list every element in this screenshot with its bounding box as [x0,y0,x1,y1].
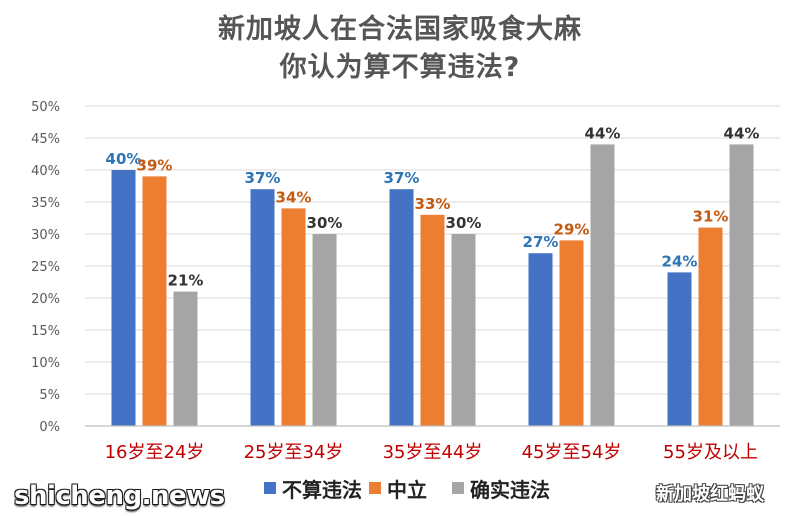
data-label-not-illegal: 37% [245,169,281,187]
data-label-neutral: 34% [276,188,312,206]
legend-label-neutral: 中立 [387,477,427,502]
bar-illegal [173,291,198,426]
x-category-label: 16岁至24岁 [105,442,205,463]
data-label-neutral: 29% [554,220,590,238]
data-label-not-illegal: 40% [106,150,142,168]
watermark-site: shicheng.news [14,481,225,511]
legend-item-neutral: 中立 [369,475,427,502]
bar-illegal [590,144,615,426]
bar-not-illegal [389,189,414,426]
y-tick-label: 50% [31,100,60,115]
legend-swatch-not-illegal [264,482,276,494]
y-tick-label: 25% [31,260,60,275]
legend-item-not-illegal: 不算违法 [264,475,362,502]
data-label-neutral: 39% [137,156,173,174]
y-tick-label: 0% [39,420,60,435]
bar-neutral [559,240,584,426]
data-label-neutral: 31% [693,208,729,226]
data-label-illegal: 21% [168,272,204,290]
bar-not-illegal [111,170,136,426]
bar-neutral [281,208,306,426]
bar-illegal [729,144,754,426]
chart-title-line-1: 新加坡人在合法国家吸食大麻 [218,14,582,45]
x-category-label: 45岁至54岁 [522,442,622,463]
x-category-label: 35岁至44岁 [383,442,483,463]
y-tick-label: 10% [31,356,60,371]
legend-label-illegal: 确实违法 [470,477,550,502]
watermark-account-name: 新加坡红蚂蚁 [656,484,764,505]
data-label-not-illegal: 37% [384,169,420,187]
x-category-label: 25岁至34岁 [244,442,344,463]
data-label-illegal: 30% [307,214,343,232]
legend-swatch-illegal [452,482,464,494]
y-tick-label: 40% [31,164,60,179]
data-label-neutral: 33% [415,195,451,213]
chart-legend: 不算违法 中立 确实违法 [0,475,800,502]
y-tick-label: 20% [31,292,60,307]
bar-neutral [698,227,723,426]
data-label-illegal: 44% [585,124,621,142]
bar-not-illegal [667,272,692,426]
watermark-account: 新加坡红蚂蚁 [630,478,764,508]
data-label-not-illegal: 27% [523,233,559,251]
legend-label-not-illegal: 不算违法 [282,477,362,502]
bar-neutral [420,214,445,426]
bar-illegal [451,234,476,426]
legend-item-illegal: 确实违法 [452,475,550,502]
legend-swatch-neutral [369,482,381,494]
wechat-icon [630,484,651,501]
bar-illegal [312,234,337,426]
data-label-not-illegal: 24% [662,252,698,270]
data-label-illegal: 30% [446,214,482,232]
bar-neutral [142,176,167,426]
y-tick-label: 30% [31,228,60,243]
chart-title-line-2: 你认为算不算违法? [279,52,521,83]
bar-not-illegal [250,189,275,426]
y-tick-label: 5% [39,388,60,403]
x-category-label: 55岁及以上 [663,442,758,463]
y-tick-label: 15% [31,324,60,339]
bar-not-illegal [528,253,553,426]
data-label-illegal: 44% [724,124,760,142]
y-tick-label: 45% [31,132,60,147]
y-tick-label: 35% [31,196,60,211]
